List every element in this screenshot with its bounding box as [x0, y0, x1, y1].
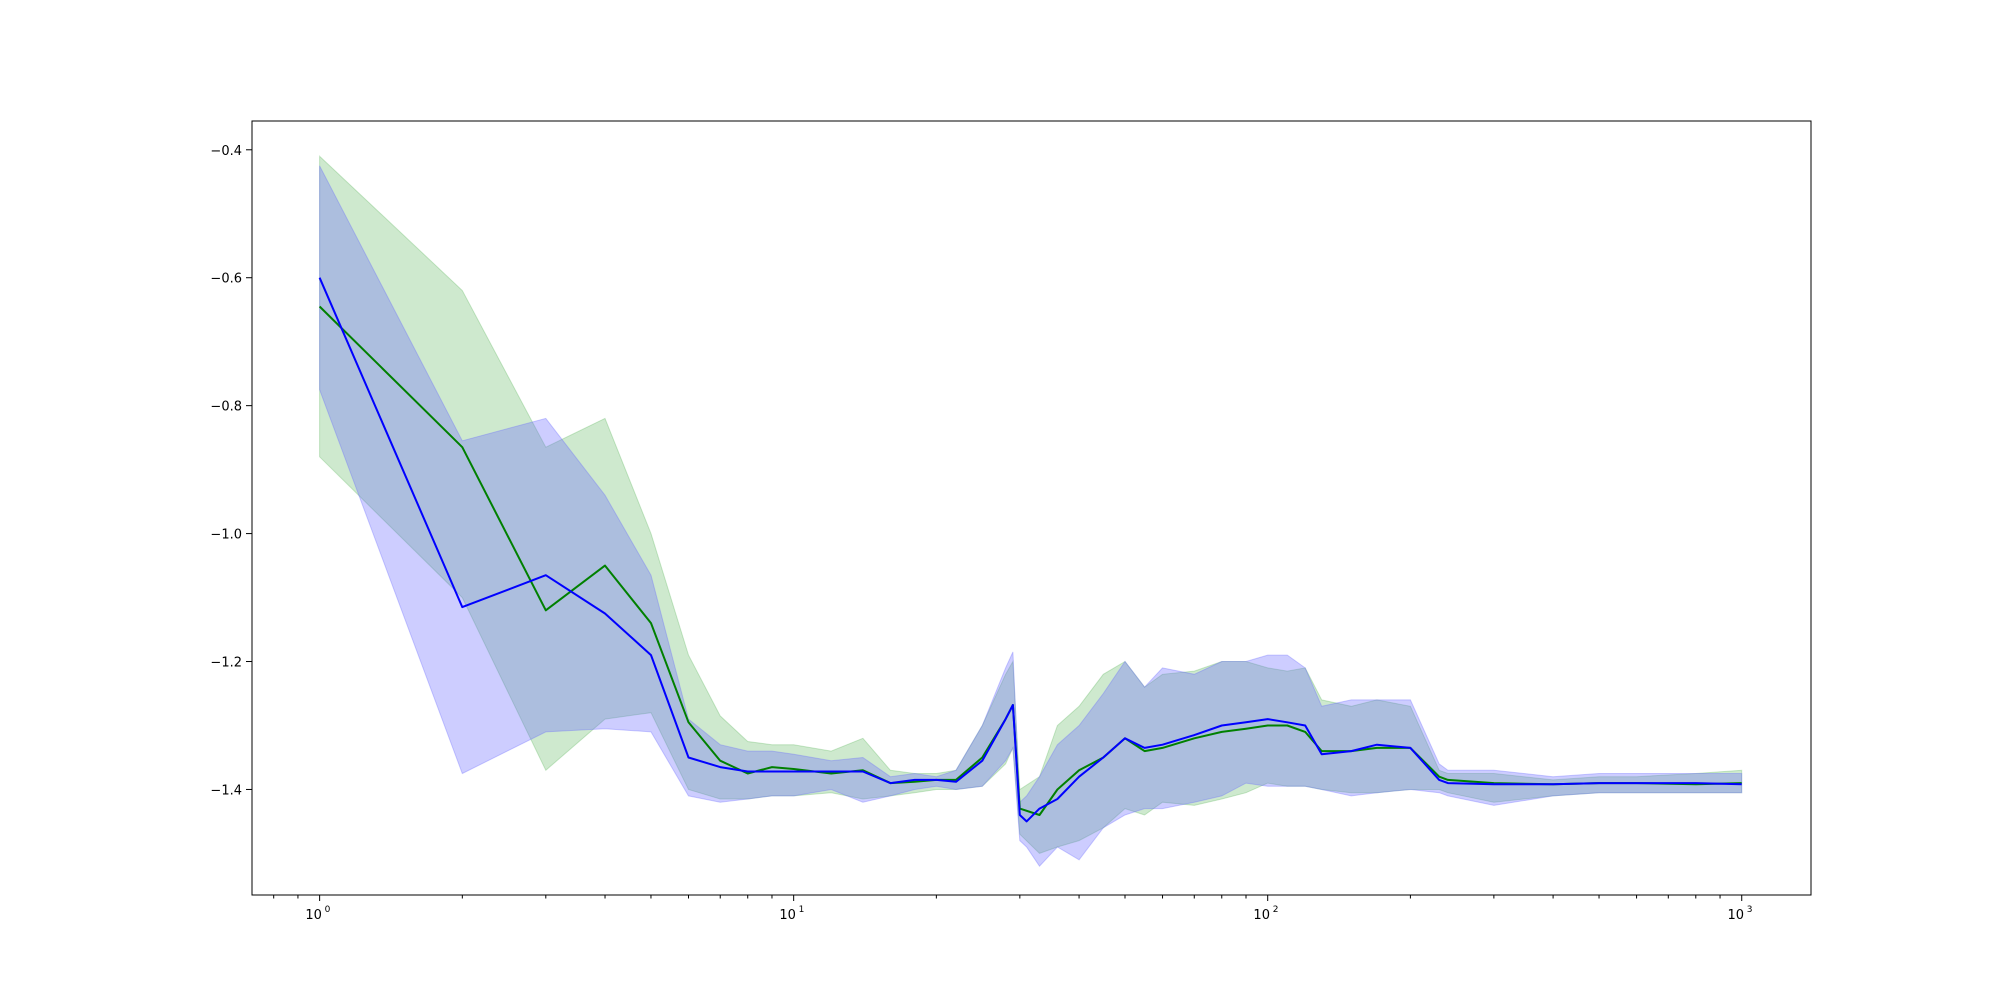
series-lines	[318, 277, 1742, 823]
y-axis: −0.4 −0.6 −0.8 −1.0 −1.2 −1.4	[210, 144, 252, 798]
series-1-band	[319, 155, 1743, 854]
y-tick-label: −1.0	[210, 528, 242, 543]
x-tick-label: 10	[779, 908, 796, 923]
x-tick-exponent: 1	[799, 905, 805, 915]
axes-frame	[251, 120, 1812, 896]
series-2-band	[319, 165, 1743, 868]
y-tick-label: −0.8	[210, 400, 242, 415]
x-tick-exponent: 3	[1747, 905, 1753, 915]
confidence-bands	[319, 155, 1743, 868]
y-tick-label: −1.4	[210, 783, 242, 798]
x-tick-label: 10	[1727, 908, 1744, 923]
y-tick-label: −0.6	[210, 272, 242, 287]
x-tick-exponent: 0	[325, 905, 331, 915]
y-tick-label: −0.4	[210, 144, 242, 159]
y-tick-label: −1.2	[210, 656, 242, 671]
x-tick-exponent: 2	[1273, 905, 1279, 915]
x-axis: 10 0 10 1 10 2 10 3	[273, 895, 1753, 923]
x-tick-label: 10	[1253, 908, 1270, 923]
x-tick-label: 10	[305, 908, 322, 923]
series-2-line	[318, 277, 1742, 823]
